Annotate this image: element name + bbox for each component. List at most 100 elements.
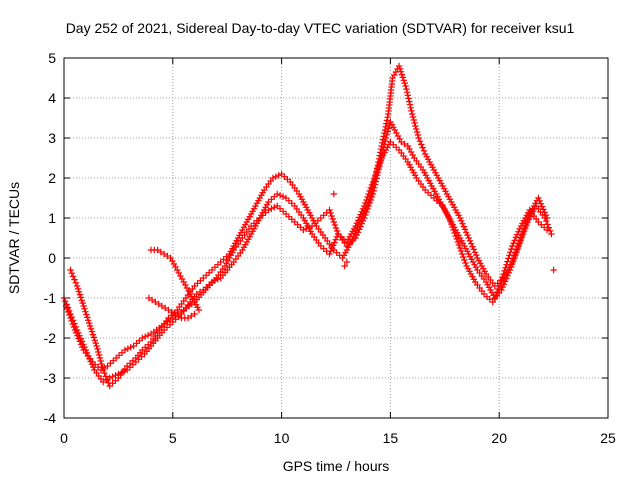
data-point [332, 224, 340, 232]
data-point [459, 220, 466, 227]
data-point [74, 285, 82, 293]
data-point [158, 302, 166, 310]
x-tick-label: 15 [383, 430, 399, 446]
y-tick-label: 4 [48, 90, 56, 106]
data-point [75, 288, 83, 295]
data-point [514, 243, 521, 251]
data-point [82, 308, 89, 315]
data-point [331, 221, 339, 229]
data-point [514, 231, 521, 238]
data-point [96, 354, 104, 362]
data-point [367, 184, 374, 192]
y-tick-label: 2 [48, 170, 56, 186]
data-point [93, 342, 100, 350]
data-point [493, 288, 501, 296]
data-point [513, 246, 520, 254]
data-point [86, 322, 94, 330]
data-point [416, 138, 424, 145]
data-point [69, 320, 76, 328]
data-point [501, 267, 508, 275]
data-point [459, 250, 466, 258]
data-point [499, 283, 506, 291]
data-point [374, 166, 381, 174]
data-point [543, 226, 551, 234]
data-point [395, 62, 403, 70]
data-point [359, 205, 367, 213]
data-point [466, 237, 474, 245]
data-point [382, 123, 389, 130]
data-point [415, 134, 422, 142]
data-point [328, 212, 335, 220]
data-point [102, 373, 109, 380]
data-point [499, 273, 506, 281]
data-point [407, 104, 414, 111]
data-point [356, 214, 363, 221]
data-point [457, 247, 465, 255]
data-point [72, 329, 80, 337]
data-point [165, 306, 172, 314]
data-point [330, 218, 337, 226]
data-point [446, 214, 453, 222]
data-point [275, 172, 282, 179]
data-point [515, 240, 522, 248]
data-point [363, 196, 370, 204]
data-point [127, 344, 134, 351]
data-point [418, 141, 425, 148]
data-point [95, 351, 103, 359]
data-point [401, 140, 408, 148]
data-point [188, 312, 195, 320]
data-point [463, 229, 470, 236]
data-point [464, 231, 471, 239]
data-point [491, 294, 498, 302]
data-point [452, 232, 459, 240]
data-point [103, 376, 111, 383]
data-point [139, 334, 146, 342]
data-point [402, 82, 409, 90]
y-tick-label: 3 [48, 130, 56, 146]
data-point [366, 187, 373, 195]
data-point [271, 204, 278, 211]
data-point [507, 249, 514, 256]
data-point [64, 305, 71, 313]
data-point [465, 234, 472, 242]
data-point [78, 297, 85, 304]
data-point [175, 312, 182, 320]
data-point [65, 308, 72, 316]
y-tick-label: -1 [44, 290, 57, 306]
data-point [454, 238, 462, 246]
data-point [403, 89, 411, 96]
data-point [354, 217, 362, 224]
data-point [401, 79, 408, 87]
data-point [540, 206, 547, 213]
data-point [329, 215, 336, 223]
data-point [460, 253, 467, 261]
data-points [60, 62, 557, 390]
data-point [500, 270, 507, 278]
data-point [497, 279, 504, 287]
data-point [362, 199, 369, 207]
data-point [76, 338, 84, 345]
data-point [546, 227, 554, 234]
data-point [516, 225, 523, 233]
data-point [410, 116, 417, 124]
data-point [67, 266, 74, 274]
x-tick-label: 0 [60, 430, 68, 446]
data-point [142, 333, 149, 340]
data-point [541, 209, 548, 216]
data-point [353, 219, 360, 227]
data-point [95, 348, 102, 356]
data-point [397, 68, 405, 75]
data-point [109, 373, 116, 380]
data-point [370, 175, 378, 183]
data-point [398, 71, 406, 78]
y-tick-label: -4 [44, 410, 57, 426]
data-point [272, 173, 279, 180]
data-point [79, 343, 86, 351]
data-point [195, 306, 203, 314]
data-point [414, 131, 422, 139]
data-point [461, 256, 468, 264]
data-point [365, 190, 372, 198]
data-point [80, 302, 87, 310]
data-point [268, 205, 275, 212]
